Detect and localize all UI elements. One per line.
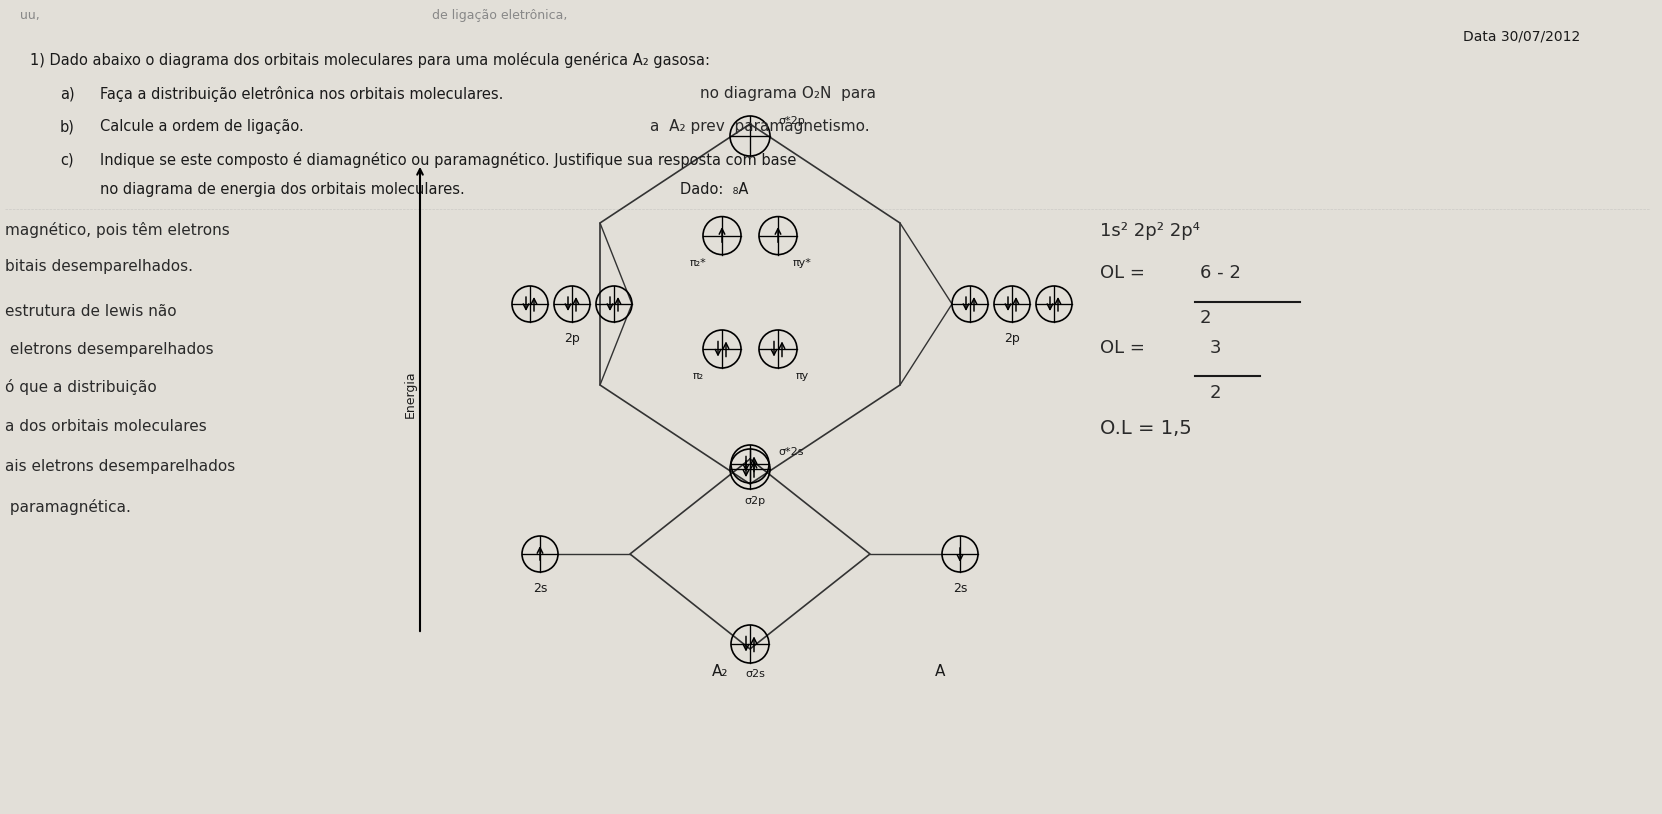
Text: uu,: uu, xyxy=(20,9,40,22)
Text: σ2p: σ2p xyxy=(745,496,766,506)
Text: Energia: Energia xyxy=(404,370,417,418)
Text: A: A xyxy=(934,664,946,679)
Text: π₂: π₂ xyxy=(693,371,703,381)
Text: 2p: 2p xyxy=(1004,332,1020,345)
Text: ó que a distribuição: ó que a distribuição xyxy=(5,379,156,395)
Text: no diagrama de energia dos orbitais moleculares.: no diagrama de energia dos orbitais mole… xyxy=(100,182,465,197)
Text: OL =: OL = xyxy=(1100,339,1145,357)
Text: O.L = 1,5: O.L = 1,5 xyxy=(1100,419,1192,438)
Text: paramagnética.: paramagnética. xyxy=(5,499,131,515)
Text: magnético, pois têm eletrons: magnético, pois têm eletrons xyxy=(5,222,229,238)
Text: πy*: πy* xyxy=(793,257,811,268)
Text: ais eletrons desemparelhados: ais eletrons desemparelhados xyxy=(5,459,236,474)
Text: 6 - 2: 6 - 2 xyxy=(1200,264,1242,282)
Text: πy: πy xyxy=(796,371,809,381)
Text: Faça a distribuição eletrônica nos orbitais moleculares.: Faça a distribuição eletrônica nos orbit… xyxy=(100,86,504,102)
Text: no diagrama O₂N  para: no diagrama O₂N para xyxy=(700,86,876,101)
Text: Indique se este composto é diamagnético ou paramagnético. Justifique sua respost: Indique se este composto é diamagnético … xyxy=(100,152,796,168)
Text: 1s² 2p² 2p⁴: 1s² 2p² 2p⁴ xyxy=(1100,222,1200,240)
Text: 2p: 2p xyxy=(563,332,580,345)
Text: estrutura de lewis não: estrutura de lewis não xyxy=(5,304,176,319)
Text: a dos orbitais moleculares: a dos orbitais moleculares xyxy=(5,419,206,434)
Text: Dado:  ₈A: Dado: ₈A xyxy=(680,182,748,197)
Text: 3: 3 xyxy=(1210,339,1222,357)
Text: 2s: 2s xyxy=(534,582,547,595)
Text: de ligação eletrônica,: de ligação eletrônica, xyxy=(432,9,568,22)
Text: A₂: A₂ xyxy=(711,664,728,679)
Text: b): b) xyxy=(60,119,75,134)
Text: a): a) xyxy=(60,86,75,101)
Text: c): c) xyxy=(60,152,73,167)
Text: Calcule a ordem de ligação.: Calcule a ordem de ligação. xyxy=(100,119,304,134)
Text: σ2s: σ2s xyxy=(745,669,765,679)
Text: 2s: 2s xyxy=(952,582,967,595)
Text: 2: 2 xyxy=(1200,309,1212,327)
Text: a  A₂ prev  paramagnetismo.: a A₂ prev paramagnetismo. xyxy=(650,119,869,134)
Text: π₂*: π₂* xyxy=(690,257,706,268)
Text: 2: 2 xyxy=(1210,384,1222,402)
Text: OL =: OL = xyxy=(1100,264,1145,282)
Text: 1) Dado abaixo o diagrama dos orbitais moleculares para uma molécula genérica A₂: 1) Dado abaixo o diagrama dos orbitais m… xyxy=(30,52,710,68)
Text: Data 30/07/2012: Data 30/07/2012 xyxy=(1463,29,1581,43)
Text: σ*2p: σ*2p xyxy=(778,116,804,126)
Text: σ*2s: σ*2s xyxy=(778,447,803,457)
Text: eletrons desemparelhados: eletrons desemparelhados xyxy=(5,342,214,357)
Text: bitais desemparelhados.: bitais desemparelhados. xyxy=(5,259,193,274)
